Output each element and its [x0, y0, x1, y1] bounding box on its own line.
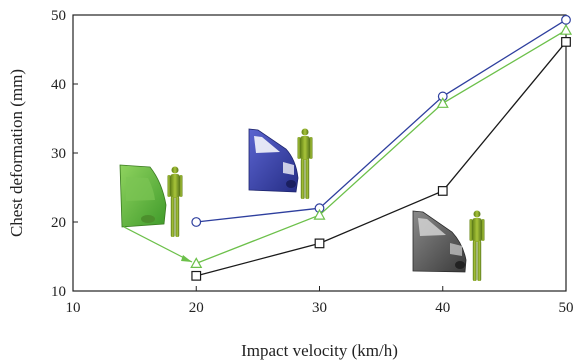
- series-triangle-point: [436, 97, 449, 108]
- x-tick-label: 30: [312, 300, 327, 316]
- series-square-point: [191, 270, 202, 281]
- dummy-figure-1: [167, 166, 183, 237]
- series-square-line: [196, 41, 567, 277]
- x-tick-label: 10: [66, 300, 81, 316]
- x-tick-label: 50: [559, 300, 574, 316]
- series-circle-line: [196, 19, 567, 223]
- series-square-point: [437, 186, 448, 196]
- x-tick-label: 20: [189, 300, 204, 316]
- y-tick-label: 30: [51, 146, 66, 162]
- series-triangle-point: [559, 23, 573, 35]
- blue-vehicle-front-illustration: [248, 128, 299, 193]
- plot-frame: [72, 14, 567, 292]
- y-tick-label: 10: [51, 284, 66, 300]
- series-triangle-line: [196, 29, 567, 265]
- axis-ticks: [72, 14, 567, 292]
- series-square-point: [314, 238, 325, 249]
- y-tick-label: 40: [51, 77, 66, 93]
- y-axis-label: Chest deformation (mm): [7, 69, 26, 237]
- series-triangle-point: [313, 208, 326, 220]
- series-circle-point: [561, 14, 571, 25]
- x-axis-label: Impact velocity (km/h): [241, 341, 398, 360]
- dummy-figure-2: [297, 128, 313, 199]
- series-square-point: [561, 37, 571, 47]
- x-tick-label: 40: [435, 300, 450, 316]
- gray-vehicle-front-illustration: [412, 210, 467, 273]
- tick-labels: 10 20 30 40 50 10 20 30 40 50: [51, 8, 574, 316]
- series-layer: [190, 14, 573, 281]
- y-tick-label: 50: [51, 8, 66, 24]
- series-circle-point: [191, 217, 202, 227]
- series-triangle-point: [190, 257, 203, 268]
- dummy-figure-3: [469, 210, 485, 281]
- green-vehicle-front-illustration: [119, 164, 193, 263]
- y-tick-label: 20: [51, 215, 66, 231]
